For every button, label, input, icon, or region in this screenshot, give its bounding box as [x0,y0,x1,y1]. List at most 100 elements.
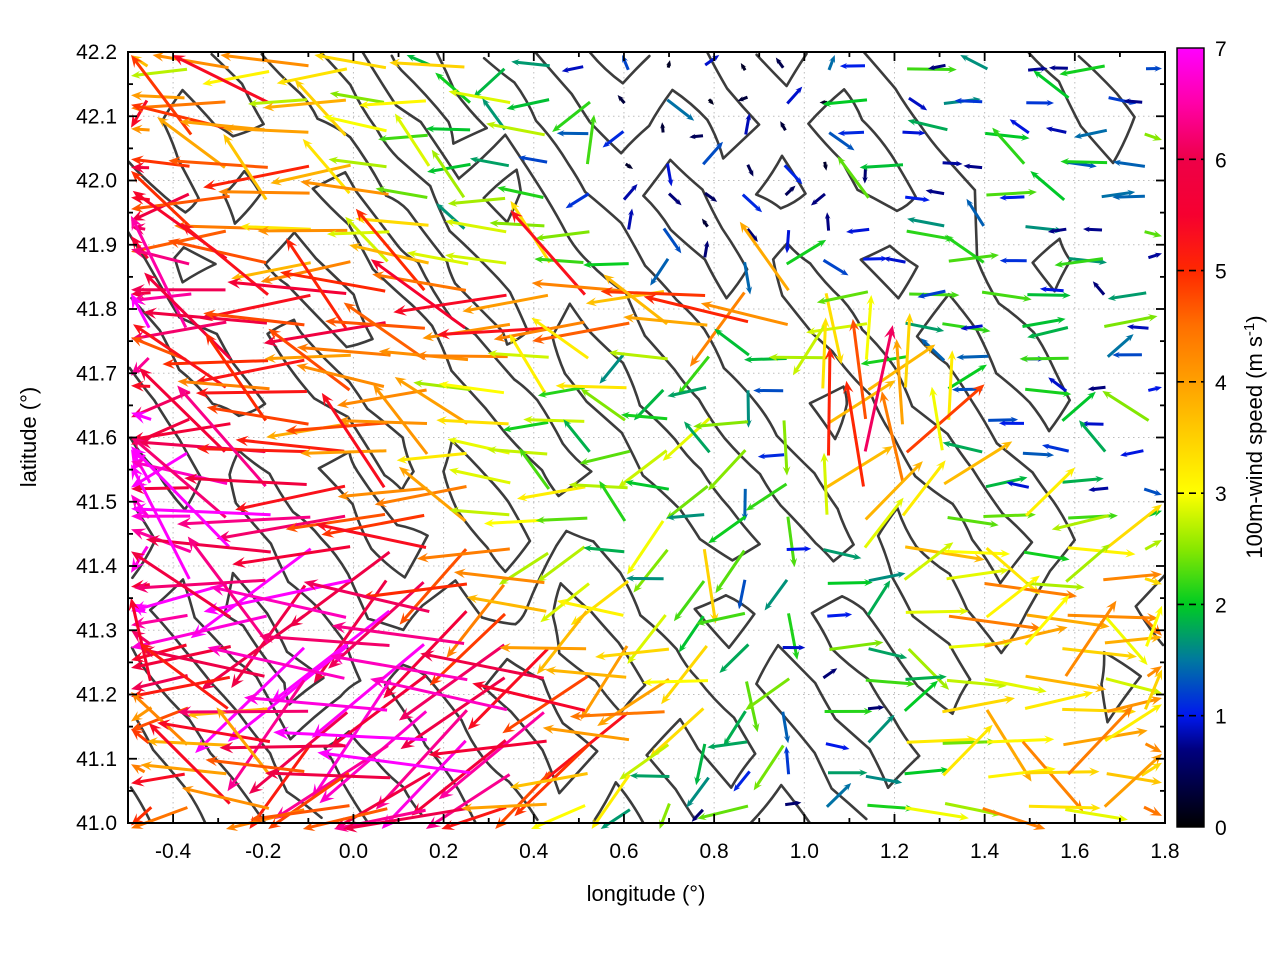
wind-arrow [744,113,752,135]
arrow-head [232,556,247,568]
arrow-tail [985,476,1024,489]
arrow-head [1082,690,1094,699]
arrow-tail [1065,808,1124,821]
arrow-tail [920,289,946,298]
wind-arrow [323,114,387,133]
wind-arrow [864,461,923,521]
arrow-tail [606,290,706,297]
wind-arrow [661,644,708,705]
arrow-head [696,618,706,626]
wind-arrow [1104,633,1162,645]
arrow-tail [443,711,545,796]
arrow-head [617,95,624,102]
wind-arrow [511,59,550,68]
arrow-tail [838,158,870,199]
wind-arrow [300,448,387,458]
arrow-head [337,398,350,409]
arrow-head [131,455,146,471]
wind-arrow [394,377,469,425]
arrow-tail [944,802,997,816]
arrow-tail [212,406,309,426]
arrow-head [203,309,216,320]
arrow-tail [702,220,709,228]
arrow-head [462,304,475,314]
arrow-tail [622,185,637,201]
wind-arrow [314,52,387,70]
arrow-head [137,437,152,449]
arrow-head [1054,260,1064,268]
arrow-head [633,583,643,593]
wind-arrow [131,503,271,517]
arrow-tail [782,420,789,472]
wind-arrow [286,238,348,329]
arrow-head [416,552,429,563]
wind-arrow [265,767,391,780]
arrow-tail [1101,191,1132,199]
wind-arrow [998,420,1025,427]
wind-arrow [868,571,906,583]
arrow-head [936,460,946,471]
arrow-tail [137,614,267,648]
arrow-tail [513,214,587,296]
arrow-head [435,72,445,81]
x-tick-labels: -0.4 -0.2 0.0 0.2 0.4 0.6 0.8 1.0 1.2 1.4 1.6 1.8 [155,840,1180,863]
arrow-tail [984,677,1043,693]
wind-arrow [1009,119,1030,135]
wind-arrow [131,380,151,392]
arrow-head [708,535,718,544]
arrow-tail [868,647,904,659]
wind-arrow [131,436,227,519]
arrow-tail [863,331,893,452]
arrow-head [537,663,548,675]
wind-arrow [394,113,431,167]
arrow-head [951,386,960,393]
arrow-tail [251,742,313,825]
arrow-head [265,767,279,780]
wind-arrow [784,229,791,254]
arrow-tail [180,389,267,488]
wind-arrow [768,353,828,362]
wind-arrow [482,98,507,131]
arrow-tail [433,612,507,683]
arrow-head [660,122,666,129]
arrow-head [940,766,950,774]
wind-arrow [334,771,431,829]
arrow-head [447,199,458,207]
wind-arrow [389,58,465,69]
arrow-tail [275,609,391,700]
arrow-head [917,292,926,299]
x-tick-label: -0.2 [245,840,281,863]
arrow-head [1000,549,1011,558]
arrow-head [222,124,234,134]
wind-arrow [177,377,270,391]
arrow-head [131,70,141,79]
arrow-tail [983,513,1032,518]
arrow-head [177,377,190,387]
wind-arrow [131,356,150,376]
arrow-tail [1144,577,1158,585]
arrow-tail [206,293,311,319]
arrow-tail [236,261,311,279]
wind-arrow [131,411,152,424]
arrow-head [167,238,181,249]
arrow-head [506,103,516,111]
arrow-head [319,788,335,804]
y-tick-label: 41.6 [76,427,117,450]
arrow-head [1009,119,1018,126]
arrow-head [633,411,643,421]
arrow-tail [152,726,231,805]
wind-arrow [608,349,668,361]
arrow-head [250,812,263,823]
arrow-head [623,313,635,323]
arrow-tail [1026,581,1081,589]
arrow-tail [575,710,665,718]
arrow-head [918,129,926,136]
arrow-head [220,51,233,62]
arrow-tail [780,123,787,132]
arrow-tail [473,157,510,168]
wind-arrow [1061,391,1096,422]
wind-arrow [642,678,709,687]
arrow-tail [534,319,589,360]
arrow-head [1108,512,1118,520]
wind-arrow [202,70,270,87]
